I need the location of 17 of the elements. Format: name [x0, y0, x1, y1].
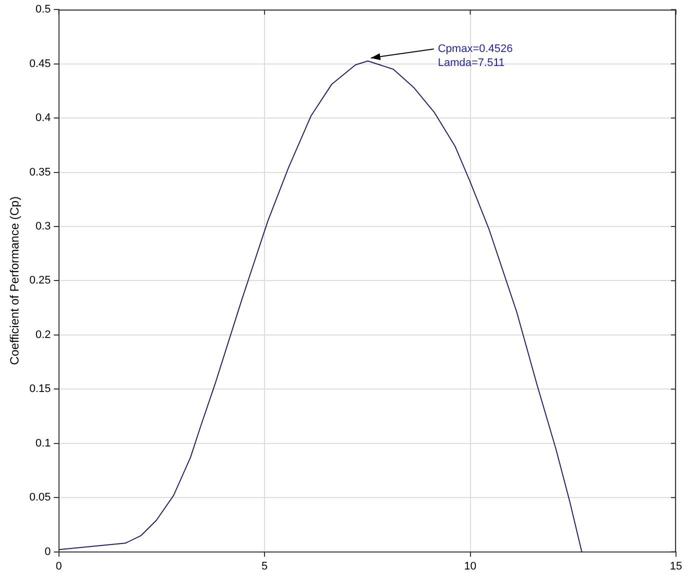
x-tick-label: 0	[56, 560, 62, 572]
y-tick-label: 0.15	[29, 383, 51, 396]
y-tick-label: 0.3	[36, 220, 51, 233]
y-axis-title: Coefficient of Performance (Cp)	[8, 196, 22, 365]
x-tick-label: 5	[261, 560, 268, 572]
y-tick-label: 0.5	[36, 4, 51, 16]
x-tick-label: 10	[464, 560, 476, 572]
y-tick-label: 0.05	[29, 492, 51, 504]
y-tick-label: 0.35	[29, 166, 51, 178]
y-tick-label: 0.25	[29, 274, 51, 287]
y-tick-label: 0	[44, 546, 51, 558]
annotation: Cpmax=0.4526 Lamda=7.511	[438, 43, 513, 70]
y-tick-label: 0.1	[36, 437, 51, 450]
y-tick-label: 0.4	[36, 112, 51, 124]
x-tick-label: 15	[670, 560, 682, 572]
y-tick-label: 0.45	[29, 58, 51, 70]
y-tick-label: 0.2	[36, 328, 51, 341]
